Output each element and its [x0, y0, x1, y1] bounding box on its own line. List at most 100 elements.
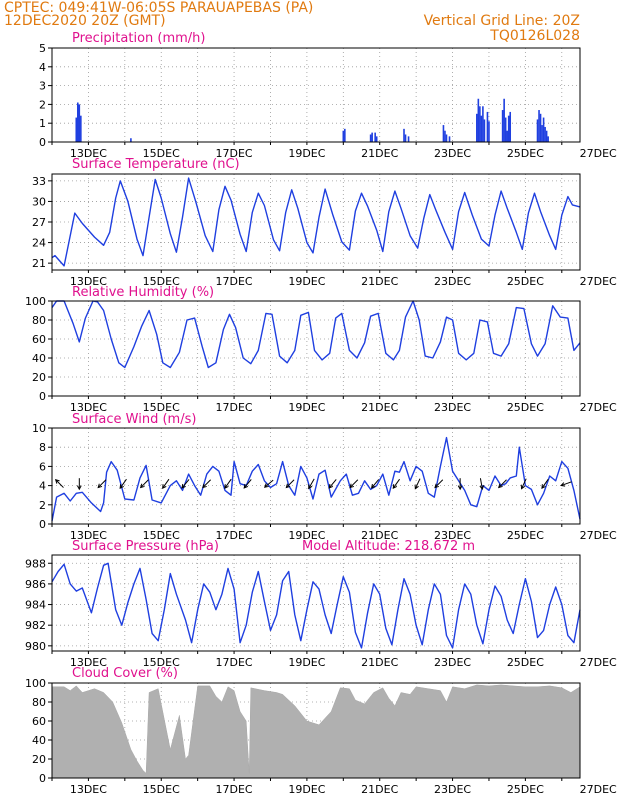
precipitation-panel: Precipitation (mm/h) 0 1 2 3 4 5 13DEC 15DEC 17DE…: [39, 31, 617, 160]
wind-vector-arrow: [285, 479, 295, 489]
pressure-xtick-label: 17DEC: [216, 656, 253, 669]
precip-bar: [369, 134, 372, 142]
wind-vector-arrow: [263, 479, 274, 488]
precipitation-title: Precipitation (mm/h): [72, 31, 205, 46]
wind-vector-head: [202, 483, 207, 489]
humidity-frame: [51, 300, 581, 397]
wind-vector-head: [308, 484, 313, 490]
humidity-xtick-label: 19DEC: [288, 401, 325, 414]
precipitation-xtick-label: 23DEC: [434, 147, 471, 160]
precip-bar: [130, 138, 132, 142]
humidity-xtick-label: 23DEC: [434, 401, 471, 414]
humidity-ytick-label: 80: [32, 314, 46, 327]
precipitation-xtick-label: 17DEC: [216, 147, 253, 160]
temperature-title: Surface Temperature (nC): [72, 157, 240, 172]
precipitation-ytick-label: 4: [39, 61, 46, 74]
precip-bar: [407, 136, 410, 142]
wind-vector-shaft: [162, 478, 170, 489]
pressure-xtick-label: 25DEC: [507, 656, 544, 669]
precip-bar: [444, 130, 446, 142]
precip-bar: [476, 113, 478, 142]
wind-vector-shaft: [349, 479, 359, 488]
humidity-xtick-label: 13DEC: [70, 401, 107, 414]
pressure-ytick-label: 988: [25, 557, 46, 570]
wind-vector-head: [414, 484, 419, 490]
pressure-xtick-label: 15DEC: [143, 656, 180, 669]
wind-vector-shaft: [140, 479, 149, 488]
wind-vector-head: [520, 484, 526, 490]
cloud-cover-xtick-label: 27DEC: [580, 783, 617, 796]
cloud-cover-xtick-label: 25DEC: [507, 783, 544, 796]
wind-xtick-label: 15DEC: [143, 529, 180, 542]
wind-vector-arrow: [349, 479, 359, 489]
wind-vector-arrow: [434, 479, 444, 489]
precip-bar: [78, 104, 81, 142]
precipitation-xtick-label: 15DEC: [143, 147, 180, 160]
wind-vector-arrow: [308, 478, 315, 490]
wind-vector-arrow: [392, 478, 400, 490]
precip-bar: [477, 98, 480, 142]
pressure-line: [51, 562, 581, 649]
wind-vector-head: [97, 483, 103, 489]
wind-vector-head: [497, 483, 503, 489]
pressure-xtick-label: 23DEC: [434, 656, 471, 669]
cloud-cover-xtick-label: 13DEC: [70, 783, 107, 796]
precipitation-xtick-label: 25DEC: [507, 147, 544, 160]
pressure-xtick-label: 19DEC: [288, 656, 325, 669]
wind-vector-head: [263, 483, 269, 488]
humidity-xtick-label: 27DEC: [580, 401, 617, 414]
precip-bar: [404, 134, 407, 142]
wind-ytick-label: 0: [39, 518, 46, 531]
wind-vector-arrow: [370, 479, 380, 489]
cloud-cover-area: [51, 684, 581, 779]
precip-bar: [374, 132, 376, 142]
humidity-ytick-label: 40: [32, 352, 46, 365]
wind-vector-head: [541, 484, 546, 490]
wind-vector-shaft: [119, 478, 127, 489]
precipitation-ytick-label: 2: [39, 98, 46, 111]
precipitation-ytick-label: 0: [39, 136, 46, 149]
wind-vector-arrow: [541, 478, 549, 490]
precip-bar: [501, 110, 504, 142]
cloud-cover-xtick-label: 19DEC: [288, 783, 325, 796]
precipitation-ytick-label: 3: [39, 80, 46, 93]
wind-vector-shaft: [285, 479, 295, 488]
wind-ytick-label: 6: [39, 460, 46, 473]
humidity-ytick-label: 20: [32, 371, 46, 384]
temperature-line: [51, 177, 581, 267]
precip-bar: [542, 117, 545, 142]
wind-xtick-label: 13DEC: [70, 529, 107, 542]
temperature-ytick-label: 30: [32, 195, 46, 208]
precip-bar: [506, 130, 508, 142]
wind-vector-shaft: [308, 478, 315, 489]
humidity-ytick-label: 100: [25, 295, 46, 308]
pressure-ytick-label: 980: [25, 640, 46, 653]
wind-vector-arrow: [162, 478, 170, 490]
wind-vector-arrow: [328, 479, 337, 489]
wind-vector-arrow: [202, 479, 212, 489]
wind-vector-head: [479, 485, 485, 491]
pressure-xtick-label: 21DEC: [361, 656, 398, 669]
wind-vector-shaft: [479, 478, 483, 490]
cloud-cover-xtick-label: 23DEC: [434, 783, 471, 796]
wind-vector-shaft: [224, 478, 232, 489]
wind-vector-arrow: [181, 479, 190, 489]
precip-bar: [503, 98, 505, 142]
precipitation-grid: [52, 48, 580, 142]
wind-vector-head: [349, 483, 355, 489]
cloud-cover-ytick-label: 60: [32, 715, 46, 728]
wind-panel: Surface Wind (m/s) 0 2 4 6 8 10 13DEC 15DEC 17DEC…: [32, 412, 617, 542]
precip-bar: [538, 110, 540, 142]
wind-vector-arrow: [54, 479, 64, 488]
pressure-frame: [51, 554, 581, 652]
precipitation-xtick-label: 19DEC: [288, 147, 325, 160]
wind-vector-shaft: [371, 479, 380, 489]
temperature-grid: [52, 174, 580, 270]
wind-vector-head: [328, 483, 334, 489]
wind-vector-head: [162, 484, 167, 490]
humidity-xtick-label: 17DEC: [216, 401, 253, 414]
wind-vector-head: [224, 484, 229, 490]
precip-bar: [375, 136, 378, 142]
wind-vector-head: [370, 483, 376, 489]
